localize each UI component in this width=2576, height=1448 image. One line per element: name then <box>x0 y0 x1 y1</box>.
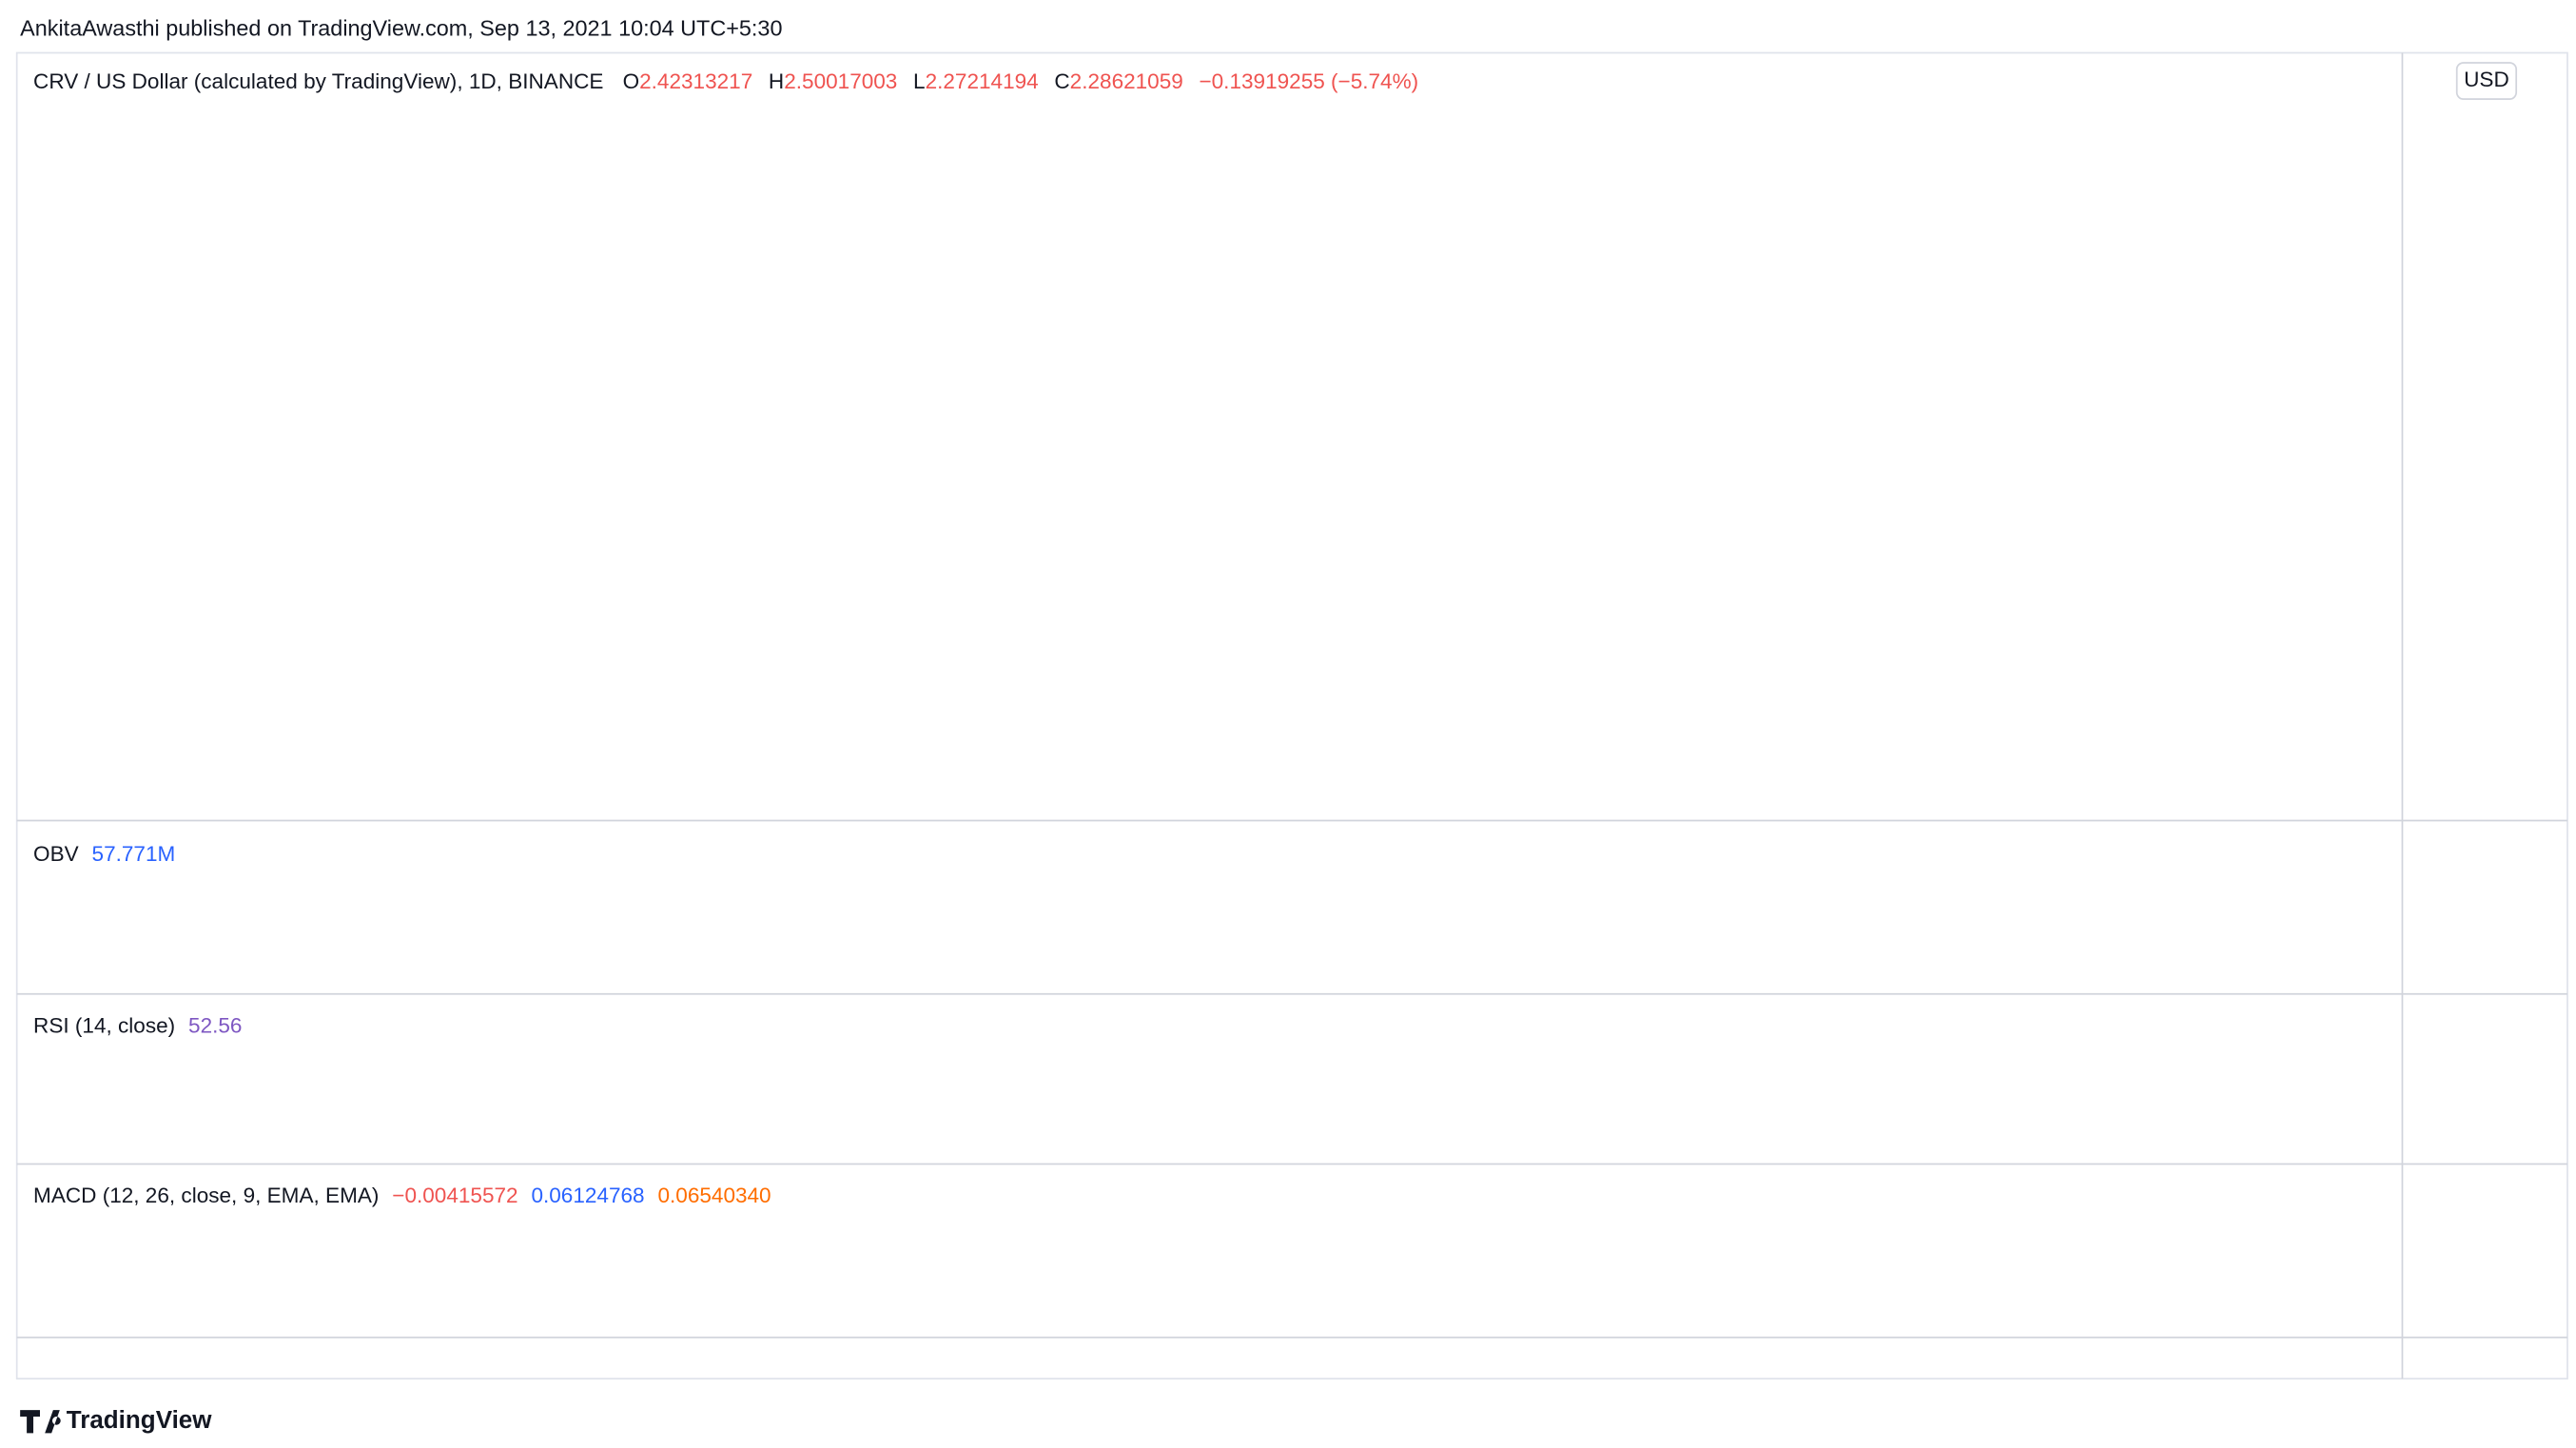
publisher-line: AnkitaAwasthi published on TradingView.c… <box>20 15 782 40</box>
signal-value: 0.06540340 <box>657 1184 771 1207</box>
currency-label[interactable]: USD <box>2464 68 2509 91</box>
open-value: 2.42313217 <box>639 69 752 93</box>
brand-name: TradingView <box>67 1405 213 1434</box>
obv-header: OBV 57.771M <box>33 842 175 866</box>
indicator-name: MACD (12, 26, close, 9, EMA, EMA) <box>33 1184 379 1207</box>
high-value: 2.50017003 <box>784 69 897 93</box>
logo-mark <box>20 1410 61 1434</box>
macd-header: MACD (12, 26, close, 9, EMA, EMA) −0.0041… <box>33 1184 771 1207</box>
macd-value: 0.06124768 <box>531 1184 644 1207</box>
close-value: 2.28621059 <box>1070 69 1183 93</box>
brand-logo: TradingView <box>20 1405 212 1434</box>
price-header: CRV / US Dollar (calculated by TradingVi… <box>33 69 1418 93</box>
currency-button[interactable] <box>2455 62 2518 100</box>
ohlc-letter: H <box>769 69 784 93</box>
indicator-value: 52.56 <box>188 1013 242 1037</box>
indicator-name: OBV <box>33 842 79 866</box>
change-value: −0.13919255 (−5.74%) <box>1199 69 1418 93</box>
indicator-value: 57.771M <box>92 842 176 866</box>
histogram-value: −0.00415572 <box>392 1184 517 1207</box>
symbol-title: CRV / US Dollar (calculated by TradingVi… <box>33 69 603 93</box>
chart-frame <box>15 51 2568 1380</box>
ohlc-letter: O <box>623 69 640 93</box>
low-value: 2.27214194 <box>926 69 1039 93</box>
indicator-name: RSI (14, close) <box>33 1013 175 1037</box>
rsi-header: RSI (14, close) 52.56 <box>33 1013 242 1037</box>
ohlc-letter: C <box>1054 69 1069 93</box>
ohlc-letter: L <box>913 69 926 93</box>
